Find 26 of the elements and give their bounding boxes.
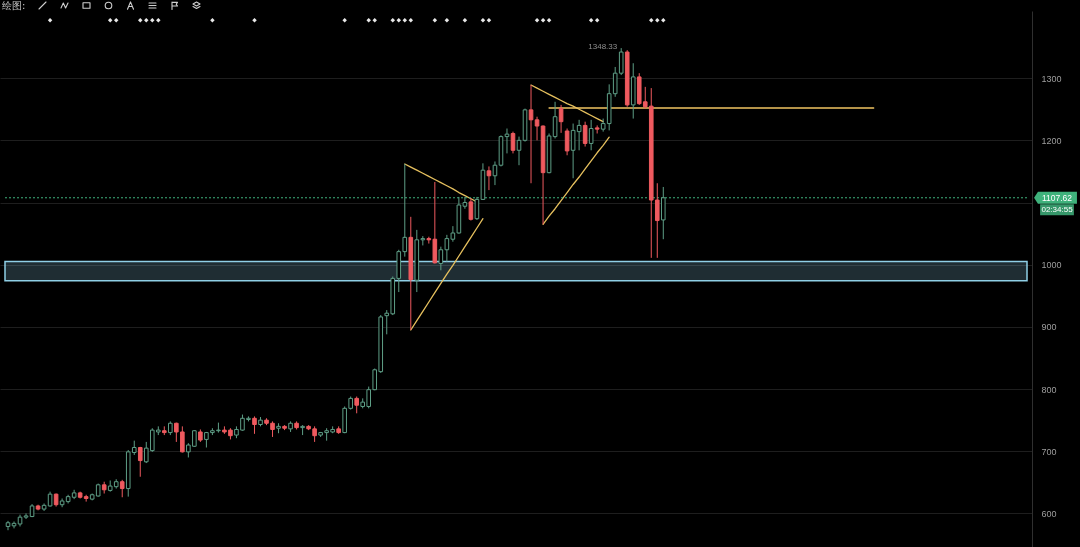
candlestick: [516, 136, 522, 166]
candlestick: [528, 84, 534, 184]
annotation: 1348.33: [588, 42, 618, 52]
candlestick: [468, 197, 474, 222]
candlestick: [582, 121, 588, 148]
candlestick: [534, 116, 540, 141]
candlestick: [504, 128, 510, 154]
line-series: [542, 136, 610, 225]
y-tick-label: 700: [1041, 446, 1057, 457]
candlestick: [660, 186, 666, 240]
y-tick-label: 800: [1041, 384, 1057, 395]
candlestick: [558, 104, 564, 134]
line-series: [410, 218, 484, 331]
y-tick-label: 600: [1041, 508, 1057, 519]
candlestick: [564, 128, 570, 156]
y-tick-label: 1300: [1041, 73, 1062, 84]
y-tick-label: 1200: [1041, 135, 1062, 146]
candlestick: [588, 119, 594, 151]
y-tick-label: 900: [1041, 322, 1057, 333]
candlestick: [23, 512, 29, 520]
candlestick: [486, 165, 492, 191]
candlestick: [137, 446, 143, 478]
y-tick-label: 1000: [1041, 260, 1062, 271]
ref-line-label: 1107.62: [1041, 192, 1073, 203]
text: 02:34:55: [1041, 204, 1074, 214]
text: 绘图:: [2, 0, 26, 11]
